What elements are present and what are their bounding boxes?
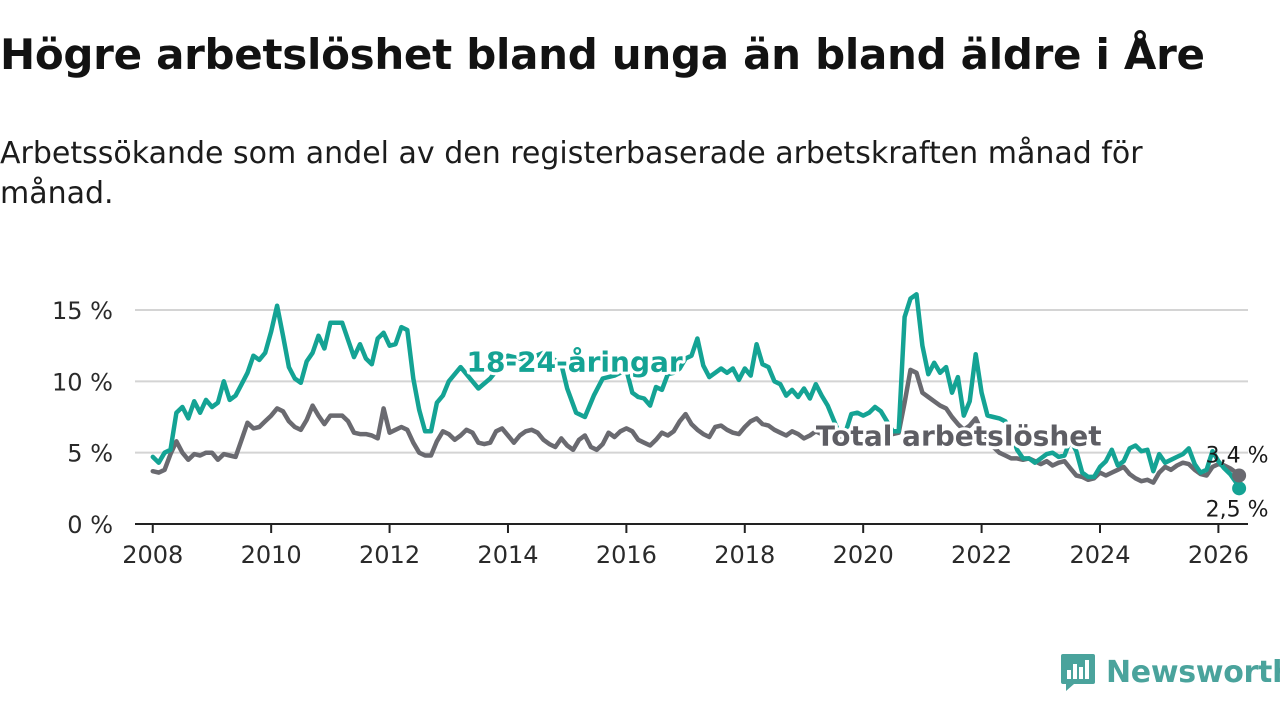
- chart-subtitle: Arbetssökande som andel av den registerb…: [0, 136, 1143, 211]
- x-axis: 2008 2010 2012 2014 2016 2018 2020 2022 2024 2026: [122, 523, 1249, 569]
- series-line-total: [150, 367, 1242, 485]
- x-tick-label: 2008: [122, 541, 183, 569]
- brand-logo: Newsworthy: [1060, 652, 1280, 692]
- grid-lines: [135, 309, 1248, 454]
- y-axis-labels: 0 % 5 % 10 % 15 %: [52, 297, 113, 539]
- x-tick-label: 2010: [241, 541, 302, 569]
- end-label-youth: 2,5 %: [1206, 497, 1269, 522]
- y-tick-label: 10 %: [52, 368, 113, 396]
- series-line-youth: [150, 292, 1242, 491]
- x-tick-label: 2022: [951, 541, 1012, 569]
- series-lines: [150, 292, 1242, 491]
- x-tick-label: 2024: [1069, 541, 1130, 569]
- x-tick-label: 2018: [714, 541, 775, 569]
- x-tick-label: 2012: [359, 541, 420, 569]
- x-tick-label: 2020: [833, 541, 894, 569]
- x-tick-label: 2014: [477, 541, 538, 569]
- series-label-total: Total arbetslöshet: [816, 420, 1102, 453]
- x-tick-label: 2016: [596, 541, 657, 569]
- brand-name: Newsworthy: [1106, 654, 1280, 690]
- y-tick-label: 5 %: [67, 440, 113, 468]
- x-tick-label: 2026: [1188, 541, 1249, 569]
- newsworthy-logo-icon: [1061, 654, 1095, 691]
- chart-title: Högre arbetslöshet bland unga än bland ä…: [0, 30, 1205, 79]
- endpoint-youth: [1232, 481, 1247, 496]
- series-label-youth: 18-24-åringar: [467, 345, 683, 378]
- y-tick-label: 15 %: [52, 297, 113, 325]
- endpoint-total: [1232, 468, 1247, 483]
- y-tick-label: 0 %: [67, 511, 113, 539]
- annotations: 2,5 % 3,4 % 18-24-åringar Total arbetslöshe…: [464, 342, 1269, 522]
- end-label-total: 3,4 %: [1206, 443, 1269, 468]
